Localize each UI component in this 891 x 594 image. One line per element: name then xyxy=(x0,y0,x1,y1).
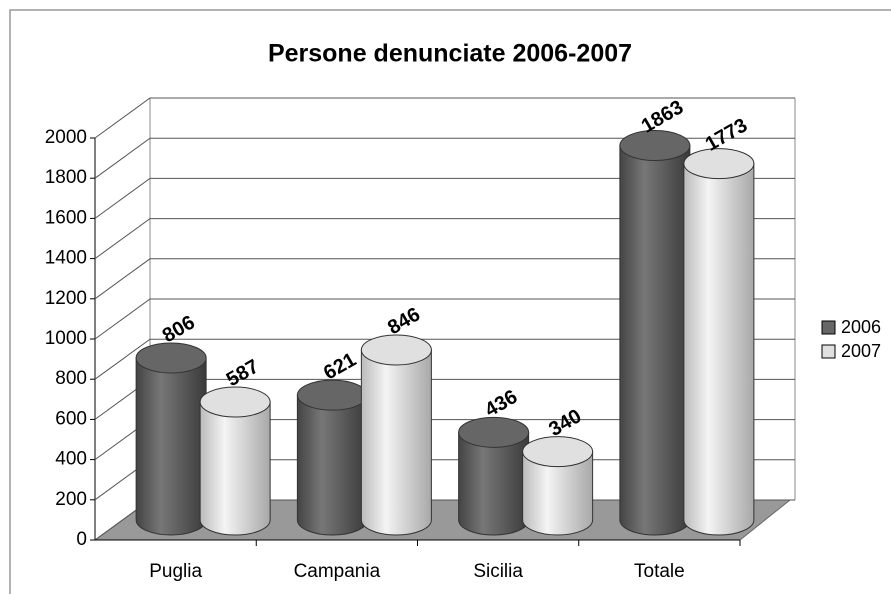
bar-top xyxy=(458,416,530,448)
y-tick-label: 1600 xyxy=(45,207,87,228)
y-tick-label: 800 xyxy=(55,368,87,389)
bar-top xyxy=(135,342,207,374)
y-tick-label: 1400 xyxy=(45,248,87,269)
bar xyxy=(683,163,755,536)
bar-top xyxy=(522,436,594,468)
legend-swatch xyxy=(821,320,836,335)
grid-line xyxy=(94,177,795,219)
bar-top xyxy=(619,130,691,162)
grid-line xyxy=(94,97,795,139)
bar xyxy=(199,401,271,536)
x-tick-label: Sicilia xyxy=(473,561,523,582)
legend-label: 2006 xyxy=(841,317,881,337)
grid-line xyxy=(94,218,795,260)
bar-top xyxy=(199,386,271,418)
grid-line xyxy=(94,258,795,300)
y-tick-label: 1200 xyxy=(45,288,87,309)
bar xyxy=(619,145,691,536)
y-tick-label: 400 xyxy=(55,449,87,470)
grid-line xyxy=(94,298,795,340)
x-tick-label: Campania xyxy=(294,561,381,582)
bar xyxy=(135,357,207,536)
bar-top xyxy=(360,334,432,366)
bar-top xyxy=(683,148,755,180)
bar xyxy=(360,349,432,536)
x-tick-label: Totale xyxy=(634,561,685,582)
y-tick-label: 200 xyxy=(55,489,87,510)
chart-title: Persone denunciate 2006-2007 xyxy=(268,40,632,68)
grid-line xyxy=(94,338,795,380)
legend-label: 2007 xyxy=(841,341,881,361)
bar-top xyxy=(296,379,368,411)
grid-line xyxy=(94,137,795,179)
y-tick-label: 600 xyxy=(55,408,87,429)
y-tick-label: 1800 xyxy=(45,167,87,188)
x-tick-label: Puglia xyxy=(149,561,202,582)
y-tick-label: 1000 xyxy=(45,328,87,349)
y-tick-label: 2000 xyxy=(45,127,87,148)
bar xyxy=(522,451,594,536)
bar xyxy=(296,394,368,536)
y-tick-label: 0 xyxy=(76,529,87,550)
legend-swatch xyxy=(821,344,836,359)
